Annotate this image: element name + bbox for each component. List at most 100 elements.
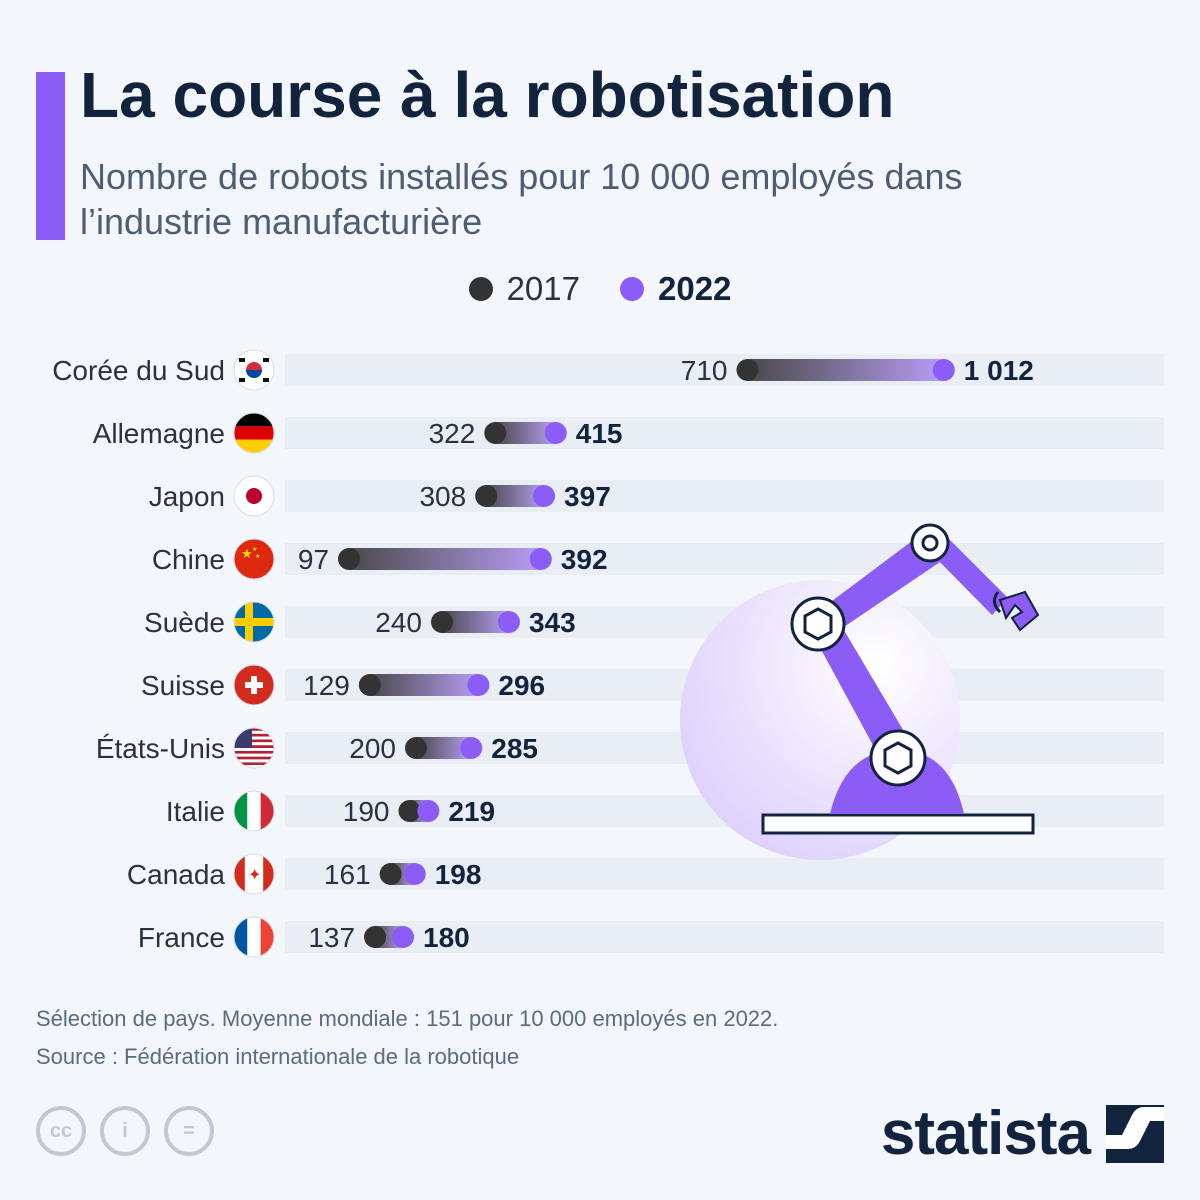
value-label-2022: 198 (435, 859, 482, 890)
row-track (285, 354, 1164, 386)
robot-arm-icon (680, 523, 1040, 860)
chart-row: Corée du Sud 710 1 012 (52, 349, 1034, 391)
value-label-2022: 219 (448, 796, 495, 827)
value-label-2022: 296 (498, 670, 545, 701)
chart-row: France 137 180 (138, 916, 470, 958)
chart-row: Italie 190 219 (166, 790, 495, 832)
legend-dot-2017 (468, 277, 493, 301)
svg-text:★: ★ (252, 546, 257, 553)
value-label-2017: 710 (681, 355, 728, 386)
row-track (285, 921, 1164, 953)
value-label-2022: 392 (561, 544, 608, 575)
dot-2017 (405, 737, 427, 759)
value-label-2022: 285 (491, 733, 538, 764)
accent-bar (36, 72, 65, 240)
ca-flag-icon: ✦ (234, 854, 274, 894)
dot-2022 (544, 422, 567, 444)
country-label: Suède (144, 607, 225, 638)
value-label-2017: 322 (429, 418, 476, 449)
license-icons: cc i = (36, 1106, 214, 1156)
kr-flag-icon (234, 350, 274, 390)
legend-item-2017: 2017 (468, 270, 580, 308)
value-label-2017: 200 (349, 733, 396, 764)
cc-icon[interactable]: cc (36, 1106, 86, 1156)
dot-2017 (338, 548, 361, 570)
dot-2022 (467, 674, 490, 696)
country-label: États-Unis (96, 733, 225, 764)
dot-2022 (417, 800, 440, 822)
country-label: Chine (152, 544, 225, 575)
dot-2017 (736, 359, 759, 381)
it-flag-icon (234, 791, 274, 831)
statista-logo[interactable]: statista (881, 1098, 1164, 1169)
row-track (285, 858, 1164, 890)
page-subtitle: Nombre de robots installés pour 10 000 e… (80, 156, 963, 242)
dumbbell-bar (369, 674, 479, 696)
de-flag-icon (234, 413, 274, 453)
footnote-note: Sélection de pays. Moyenne mondiale : 15… (36, 1006, 779, 1031)
fr-flag-icon (234, 917, 274, 957)
country-label: Corée du Sud (52, 355, 225, 386)
legend: 2017 2022 (0, 270, 1200, 308)
page-title: La course à la robotisation (80, 59, 895, 131)
dumbbell-bar (486, 485, 545, 507)
ch-flag-icon (234, 665, 274, 705)
by-icon[interactable]: i (100, 1106, 150, 1156)
svg-text:★: ★ (241, 546, 253, 561)
value-label-2017: 308 (419, 481, 466, 512)
brand-text: statista (880, 1099, 1091, 1168)
dumbbell-bar (349, 548, 541, 570)
country-label: Italie (166, 796, 225, 827)
dot-2022 (497, 611, 520, 633)
svg-text:★: ★ (255, 553, 260, 560)
dot-2022 (529, 548, 552, 570)
chart-row: Canada ✦ 161 198 (127, 853, 482, 895)
country-label: France (138, 922, 225, 953)
dot-2017 (379, 863, 402, 885)
dot-2022 (533, 485, 556, 507)
dumbbell-bar (747, 359, 944, 381)
dot-2022 (460, 737, 483, 759)
value-label-2022: 397 (564, 481, 611, 512)
legend-label-2017: 2017 (506, 270, 580, 307)
nd-icon[interactable]: = (164, 1106, 214, 1156)
dumbbell-chart: Corée du Sud 710 1 012 Allemagne 322 415 Japon… (52, 349, 1164, 958)
chart-row: Chine ★ ★★ 97 392 (152, 538, 608, 580)
dot-2017 (475, 485, 498, 507)
value-label-2017: 129 (303, 670, 350, 701)
value-label-2017: 190 (343, 796, 390, 827)
chart-row: Allemagne 322 415 (93, 412, 623, 454)
cn-flag-icon: ★ ★★ (234, 539, 274, 579)
dot-2022 (932, 359, 955, 381)
jp-flag-icon (234, 476, 274, 516)
value-label-2022: 415 (576, 418, 623, 449)
value-label-2017: 97 (298, 544, 329, 575)
country-label: Japon (149, 481, 225, 512)
dot-2017 (484, 422, 507, 444)
row-track (285, 417, 1164, 449)
dumbbell-bar (495, 422, 556, 444)
value-label-2022: 343 (529, 607, 576, 638)
country-label: Suisse (141, 670, 225, 701)
us-flag-icon (234, 728, 274, 768)
dot-2017 (364, 926, 387, 948)
dot-2017 (398, 800, 421, 822)
svg-text:✦: ✦ (248, 867, 261, 884)
value-label-2017: 161 (324, 859, 371, 890)
footnote-source: Source : Fédération internationale de la… (36, 1044, 520, 1069)
chart-row: Suisse 129 296 (141, 664, 545, 706)
legend-item-2022: 2022 (620, 270, 731, 308)
value-label-2022: 180 (423, 922, 470, 953)
dot-2022 (392, 926, 414, 948)
dot-2017 (358, 674, 381, 696)
chart-row: États-Unis 200 285 (96, 727, 538, 769)
footnote: Sélection de pays. Moyenne mondiale : 15… (36, 1000, 778, 1076)
value-label-2017: 240 (375, 607, 422, 638)
chart-row: Suède 240 343 (144, 601, 576, 643)
chart-row: Japon 308 397 (149, 475, 611, 517)
value-label-2022: 1 012 (964, 355, 1034, 386)
statista-mark-icon (1106, 1104, 1164, 1163)
legend-label-2022: 2022 (658, 270, 732, 307)
se-flag-icon (234, 602, 274, 642)
country-label: Canada (127, 859, 226, 890)
